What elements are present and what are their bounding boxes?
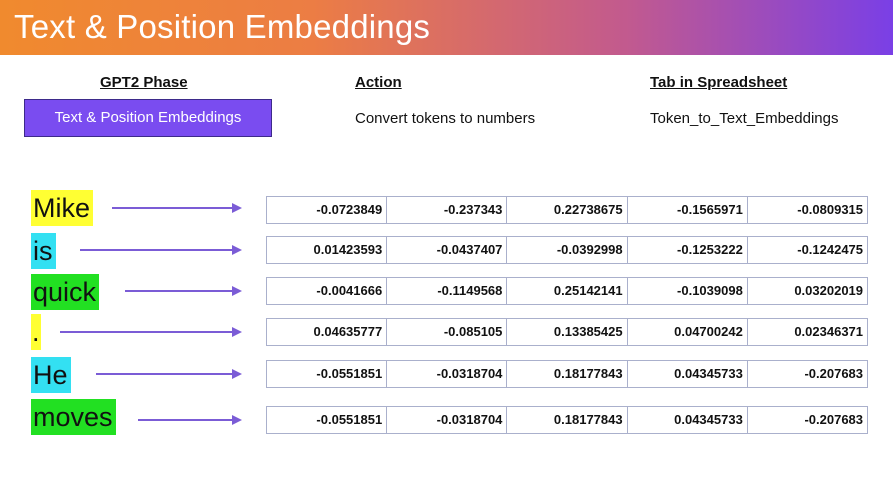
embedding-cell: -0.207683 xyxy=(746,361,867,387)
embedding-cell: 0.04700242 xyxy=(626,319,747,345)
embedding-cell: -0.1565971 xyxy=(626,197,747,223)
arrow-right-icon xyxy=(96,369,242,379)
embedding-cell: 0.03202019 xyxy=(746,278,867,304)
embedding-vector-row: 0.01423593 -0.0437407 -0.0392998 -0.1253… xyxy=(266,236,868,264)
embedding-cell: 0.01423593 xyxy=(313,242,383,257)
embedding-cell: -0.1039098 xyxy=(626,278,747,304)
arrow-right-icon xyxy=(80,245,242,255)
tab-name-text: Token_to_Text_Embeddings xyxy=(650,110,839,127)
embedding-cell: 0.22738675 xyxy=(506,197,626,223)
embedding-cell: 0.18177843 xyxy=(506,361,626,387)
embedding-cell: -0.1253222 xyxy=(626,237,747,263)
token-label: . xyxy=(31,314,41,350)
title-banner: Text & Position Embeddings xyxy=(0,0,893,55)
embedding-cell: -0.1149568 xyxy=(386,278,506,304)
embedding-cell: -0.0041666 xyxy=(316,283,383,298)
embedding-cell: 0.02346371 xyxy=(746,319,867,345)
phase-badge: Text & Position Embeddings xyxy=(24,99,272,137)
token-label: is xyxy=(31,233,56,269)
embedding-cell: -0.0551851 xyxy=(316,366,383,381)
embedding-cell: 0.25142141 xyxy=(506,278,626,304)
action-text: Convert tokens to numbers xyxy=(355,110,536,127)
arrow-right-icon xyxy=(60,327,242,337)
header-gpt2-phase: GPT2 Phase xyxy=(100,74,188,91)
embedding-vector-row: -0.0041666 -0.1149568 0.25142141 -0.1039… xyxy=(266,277,868,305)
embedding-cell: -0.0809315 xyxy=(746,197,867,223)
embedding-vector-row: -0.0723849 -0.237343 0.22738675 -0.15659… xyxy=(266,196,868,224)
token-label: He xyxy=(31,357,71,393)
embedding-vector-row: -0.0551851 -0.0318704 0.18177843 0.04345… xyxy=(266,360,868,388)
embedding-cell: 0.04635777 xyxy=(313,324,383,339)
token-label: moves xyxy=(31,399,116,435)
embedding-cell: -0.1242475 xyxy=(746,237,867,263)
header-tab-in-spreadsheet: Tab in Spreadsheet xyxy=(650,74,788,91)
embedding-cell: -0.085105 xyxy=(386,319,506,345)
token-label: quick xyxy=(31,274,100,310)
embedding-cell: 0.18177843 xyxy=(506,407,626,433)
token-label: Mike xyxy=(31,190,94,226)
arrow-right-icon xyxy=(125,286,242,296)
embedding-vector-row: -0.0551851 -0.0318704 0.18177843 0.04345… xyxy=(266,406,868,434)
embedding-cell: -0.237343 xyxy=(386,197,506,223)
embedding-vector-row: 0.04635777 -0.085105 0.13385425 0.047002… xyxy=(266,318,868,346)
embedding-cell: 0.13385425 xyxy=(506,319,626,345)
embedding-cell: -0.0437407 xyxy=(386,237,506,263)
arrow-right-icon xyxy=(112,203,242,213)
embedding-cell: -0.0551851 xyxy=(316,412,383,427)
embedding-cell: 0.04345733 xyxy=(626,407,747,433)
header-action: Action xyxy=(355,74,402,91)
embedding-cell: -0.207683 xyxy=(746,407,867,433)
embedding-cell: -0.0723849 xyxy=(316,202,383,217)
embedding-cell: -0.0318704 xyxy=(386,361,506,387)
page-title: Text & Position Embeddings xyxy=(14,8,431,45)
embedding-cell: -0.0392998 xyxy=(506,237,626,263)
embedding-cell: 0.04345733 xyxy=(626,361,747,387)
embedding-cell: -0.0318704 xyxy=(386,407,506,433)
arrow-right-icon xyxy=(138,415,242,425)
